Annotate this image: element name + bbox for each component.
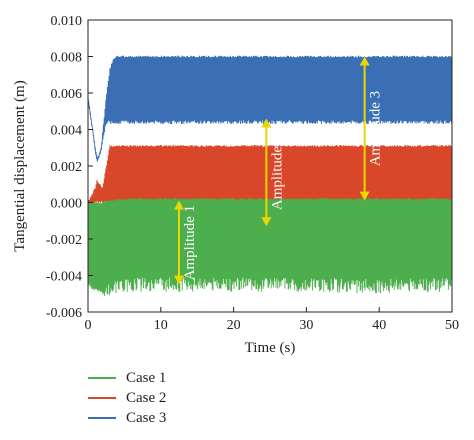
annotation-1-label: Amplitude 1 <box>182 205 198 280</box>
legend: Case 1 Case 2 Case 3 <box>88 368 166 428</box>
annotation-1-arrow-head-bottom <box>174 275 184 285</box>
x-tick-label: 50 <box>445 318 459 333</box>
y-tick-label: 0.008 <box>51 51 83 66</box>
annotation-3-label: Amplitude 3 <box>368 91 384 166</box>
annotation-layer: Amplitude 1 Amplitude 2 Amplitude 3 <box>174 56 384 285</box>
x-tick-label: 30 <box>299 318 313 333</box>
y-tick-label: 0.000 <box>51 197 83 212</box>
legend-swatch-case-3 <box>88 417 116 419</box>
annotation-2-arrow-head-top <box>261 118 272 128</box>
legend-swatch-case-1 <box>88 377 116 379</box>
series-line-case-2 <box>88 145 452 205</box>
series-layer <box>88 55 452 297</box>
y-axis-title: Tangential displacement (m) <box>12 80 28 251</box>
x-tick-label: 10 <box>154 318 168 333</box>
y-tick-label: -0.004 <box>46 270 82 285</box>
legend-label-case-1: Case 1 <box>126 369 167 386</box>
annotation-3-arrow-head-top <box>359 56 370 66</box>
annotation-3-arrow-head-bottom <box>359 191 370 201</box>
legend-item-case-3: Case 3 <box>88 408 166 428</box>
y-tick-label: 0.006 <box>51 87 83 102</box>
legend-label-case-3: Case 3 <box>126 409 167 426</box>
x-axis-title: Time (s) <box>245 340 296 356</box>
annotation-2-label: Amplitude 2 <box>269 135 285 210</box>
y-tick-label: -0.002 <box>46 233 82 248</box>
legend-item-case-1: Case 1 <box>88 368 166 388</box>
series-line-case-3 <box>88 55 452 162</box>
y-tick-label: 0.010 <box>51 14 83 29</box>
annotation-2-arrow-head-bottom <box>261 217 272 227</box>
y-tick-label: -0.006 <box>46 306 82 321</box>
legend-item-case-2: Case 2 <box>88 388 166 408</box>
series-line-case-1 <box>88 197 452 297</box>
ticks-layer: 0 10 20 30 40 50 -0.006 -0.004 -0.002 0.000 0.002 0… <box>46 14 459 333</box>
y-tick-label: 0.004 <box>51 124 83 139</box>
x-tick-label: 20 <box>227 318 241 333</box>
x-tick-label: 40 <box>372 318 386 333</box>
y-tick-label: 0.002 <box>51 160 83 175</box>
annotation-1-arrow-head-top <box>174 200 184 210</box>
legend-label-case-2: Case 2 <box>126 389 167 406</box>
x-tick-label: 0 <box>85 318 92 333</box>
legend-swatch-case-2 <box>88 397 116 399</box>
chart: Amplitude 1 Amplitude 2 Amplitude 3 0 10 20 3… <box>12 14 459 356</box>
